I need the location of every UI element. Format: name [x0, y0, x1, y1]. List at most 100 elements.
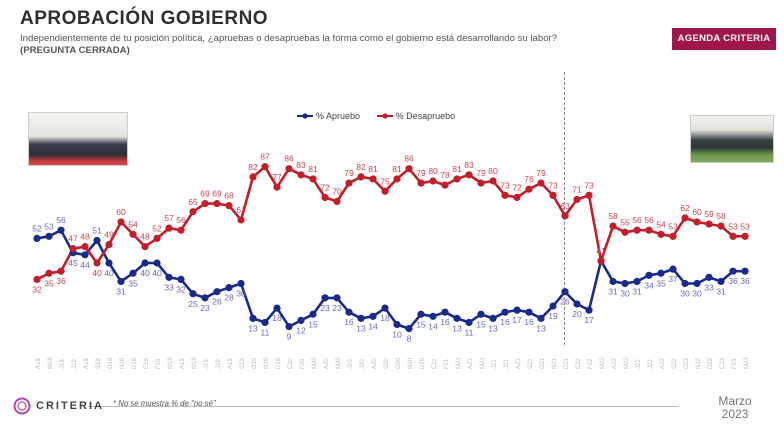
x-tick-label: A19	[228, 358, 234, 369]
disapprove-point	[189, 208, 197, 216]
approve-data-label: 19	[548, 311, 558, 321]
approve-point	[285, 322, 293, 331]
approve-data-label: 30	[680, 289, 690, 299]
x-tick-label: F19	[156, 358, 162, 369]
x-tick-label: M20	[312, 357, 318, 369]
disapprove-point	[645, 226, 653, 234]
disapprove-data-label: 73	[548, 180, 558, 190]
x-tick-label: D19	[276, 357, 282, 369]
approve-point	[225, 284, 233, 292]
disapprove-point	[213, 199, 221, 208]
subtitle-note: (PREGUNTA CERRADA)	[20, 45, 130, 56]
disapprove-data-label: 54	[656, 219, 666, 229]
chart-legend: % Apruebo % Desapruebo	[297, 111, 469, 121]
approve-point	[213, 288, 221, 296]
disapprove-point	[201, 199, 209, 208]
disapprove-point	[249, 173, 257, 181]
approve-data-label: 9	[287, 332, 292, 342]
disapprove-data-label: 53	[728, 221, 738, 231]
approve-point	[81, 251, 89, 259]
disapprove-data-label: 65	[188, 197, 198, 207]
disapprove-point	[633, 226, 641, 234]
disapprove-point	[501, 191, 509, 199]
approve-data-label: 15	[476, 319, 486, 329]
approve-point	[321, 294, 329, 302]
disapprove-point	[177, 226, 185, 234]
disapprove-data-label: 73	[500, 180, 510, 190]
disapprove-point	[237, 216, 245, 224]
approve-point	[657, 269, 665, 277]
approve-data-label: 18	[380, 313, 390, 323]
disapprove-data-label: 78	[440, 170, 450, 180]
approve-data-label: 28	[224, 293, 234, 303]
disapprove-point	[585, 191, 593, 199]
disapprove-data-label: 79	[416, 168, 426, 178]
x-tick-label: A18	[36, 358, 42, 369]
approve-data-label: 10	[392, 330, 402, 340]
disapprove-point	[45, 269, 53, 277]
x-tick-label: A22	[660, 358, 666, 369]
disapprove-data-label: 80	[488, 166, 498, 176]
approve-data-label: 8	[407, 334, 412, 344]
disapprove-data-label: 81	[368, 164, 378, 174]
disapprove-point	[741, 232, 749, 240]
x-tick-label: J20	[348, 359, 354, 369]
approve-point	[609, 277, 617, 286]
approve-data-label: 33	[164, 282, 174, 292]
disapprove-point	[573, 195, 581, 204]
disapprove-data-label: 75	[380, 176, 390, 186]
x-tick-label: O22	[684, 357, 690, 369]
disapprove-data-label: 35	[44, 278, 54, 288]
approve-point	[645, 271, 653, 279]
disapprove-data-label: 83	[464, 160, 474, 170]
disapprove-data-label: 40	[92, 268, 102, 278]
disapprove-point	[33, 275, 41, 283]
x-tick-label: M21	[480, 357, 486, 369]
approve-data-label: 53	[44, 221, 54, 231]
disapprove-data-label: 53	[740, 221, 750, 231]
disapprove-point	[105, 240, 113, 249]
disapprove-data-label: 60	[116, 207, 126, 217]
approve-data-label: 14	[428, 321, 438, 331]
legend-disapprove-marker-icon	[376, 113, 393, 119]
criteria-logo: CRITERIA	[12, 396, 104, 416]
approve-point	[273, 304, 281, 312]
disapprove-point	[729, 232, 737, 240]
footnote: * No se muestra % de "no sé"	[113, 399, 216, 408]
x-tick-label: N20	[408, 357, 414, 369]
x-tick-label: E19	[144, 358, 150, 369]
x-tick-label: A20	[324, 358, 330, 369]
disapprove-data-label: 80	[428, 166, 438, 176]
x-tick-label: N21	[552, 357, 558, 369]
x-tick-label: O21	[540, 357, 546, 369]
x-tick-label: M22	[624, 357, 630, 369]
disapprove-point	[117, 218, 125, 226]
disapprove-data-label: 72	[512, 182, 522, 192]
disapprove-point	[465, 171, 473, 179]
disapprove-data-label: 83	[296, 160, 306, 170]
x-tick-label: M19	[168, 357, 174, 369]
approve-point	[309, 310, 317, 318]
disapprove-point	[393, 175, 401, 183]
approve-point	[537, 314, 545, 322]
approve-point	[429, 312, 437, 320]
disapprove-data-label: 32	[32, 284, 42, 294]
disapprove-data-label: 82	[356, 162, 366, 172]
government-group-photo	[28, 112, 128, 166]
approve-point	[249, 314, 257, 322]
disapprove-data-label: 82	[248, 162, 258, 172]
approve-data-label: 40	[152, 268, 162, 278]
approve-data-label: 35	[656, 278, 666, 288]
disapprove-data-label: 48	[140, 232, 150, 242]
approve-data-label: 35	[128, 278, 138, 288]
disapprove-data-label: 79	[344, 168, 354, 178]
approve-point	[441, 308, 449, 316]
approve-data-label: 30	[236, 289, 246, 299]
disapprove-data-label: 79	[536, 168, 546, 178]
approve-point	[141, 259, 149, 267]
question-subtitle: Independientemente de tu posición políti…	[20, 33, 660, 57]
approve-point	[405, 325, 413, 333]
disapprove-data-label: 54	[128, 219, 138, 229]
agenda-criteria-badge: AGENDA CRITERIA	[672, 28, 776, 50]
approve-point	[333, 294, 341, 302]
